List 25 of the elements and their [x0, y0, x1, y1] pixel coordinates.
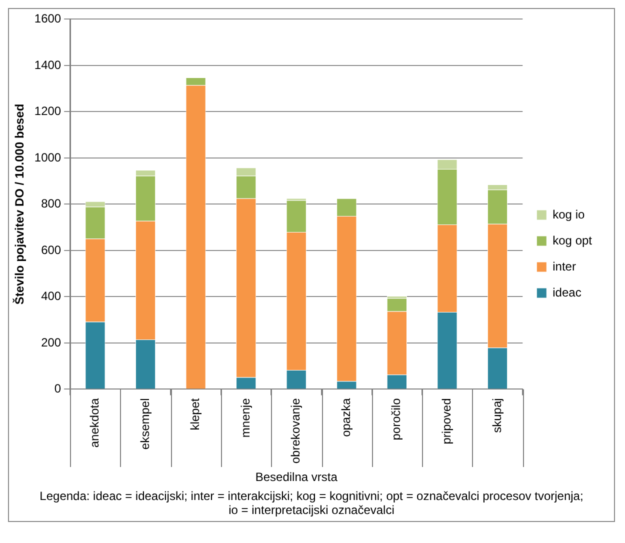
x-tick-label: mnenje — [238, 398, 252, 438]
x-tick-label: eksempel — [138, 398, 152, 450]
y-tick-label: 1200 — [34, 104, 62, 118]
y-tick-label: 1000 — [34, 150, 62, 164]
y-axis-title: Število pojavitev DO / 10.000 besed — [12, 104, 27, 305]
x-tick-label: poročilo — [389, 398, 404, 440]
legend-label: inter — [552, 259, 576, 274]
y-tick-label: 200 — [41, 335, 62, 350]
x-tick-label: skupaj — [490, 398, 504, 433]
x-tick-label: klepet — [188, 398, 202, 430]
y-tick-label: 1400 — [34, 58, 62, 72]
x-tick-label: pripoved — [440, 398, 454, 444]
y-tick-label: 0 — [54, 382, 62, 396]
x-tick-label: obrekovanje — [288, 398, 303, 464]
x-axis-title: Besedilna vrsta — [255, 470, 338, 484]
legend-label: kog opt — [552, 233, 593, 248]
y-tick-label: 800 — [41, 196, 62, 211]
y-tick-label: 400 — [41, 289, 62, 304]
x-tick-label: opazka — [338, 398, 353, 437]
text: Legenda: ideac = ideacijski; inter = interakcijski; kog = kognitivni; opt = označevalci procesov tvorjenja; io = interpretacijski označevalci — [38, 489, 584, 519]
legend-label: kog io — [552, 207, 585, 222]
y-tick-label: 600 — [41, 242, 62, 257]
y-tick-label: 1600 — [34, 12, 62, 26]
x-tick-label: anekdota — [88, 398, 102, 448]
legend-label: ideac — [552, 285, 582, 300]
